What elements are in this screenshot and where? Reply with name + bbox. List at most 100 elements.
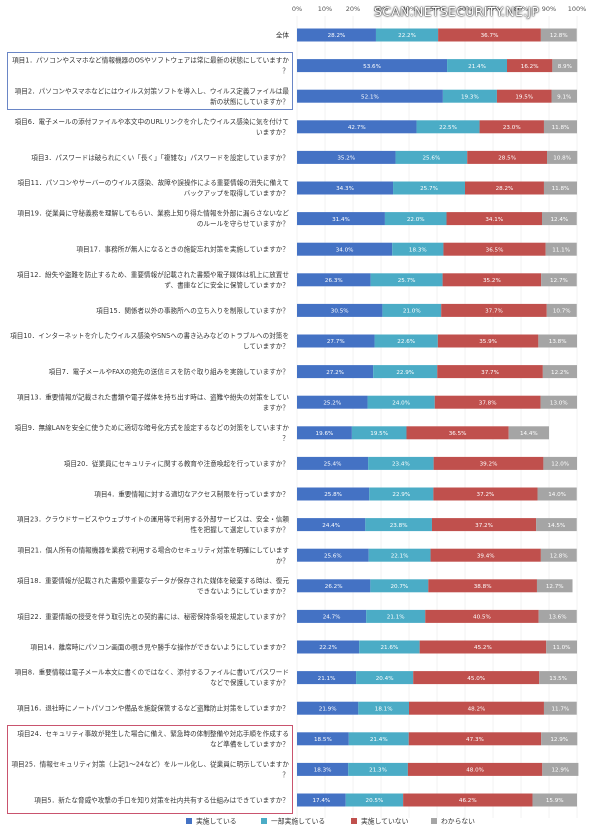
category-label: 項目19．従業員に守秘義務を理解してもらい、業務上知り得た情報を外部に漏らさない…	[17, 209, 289, 218]
data-label: 37.7%	[485, 309, 503, 315]
data-label: 23.0%	[503, 125, 521, 131]
bar-segment	[297, 640, 360, 654]
legend-swatch	[186, 818, 192, 824]
bar-segment	[542, 212, 577, 226]
data-label: 20.7%	[390, 584, 408, 590]
data-label: 26.2%	[325, 584, 343, 590]
category-label: 項目15．関係者以外の事務所への立ち入りを制限していますか？	[96, 306, 289, 315]
x-tick-label: 80%	[514, 5, 528, 13]
bar-segment	[297, 120, 417, 134]
data-label: 19.3%	[461, 94, 479, 100]
bar-segment	[442, 273, 542, 287]
bar-segment	[532, 793, 577, 807]
data-label: 28.2%	[328, 33, 346, 39]
bar-segment	[416, 120, 480, 134]
data-label: 20.4%	[376, 676, 394, 682]
legend-swatch	[431, 818, 437, 824]
bar-segment	[403, 793, 533, 807]
bar-segment	[431, 518, 537, 532]
bar-segment	[443, 242, 546, 256]
category-label: 項目13．重要情報が記載された書類や電子媒体を持ち出す時は、盗難や紛失の対策をし…	[17, 392, 289, 401]
bar-segment	[542, 762, 579, 776]
category-label: 項目9．無線LANを安全に使うために適切な暗号化方式を設定するなどの対策をしてい…	[15, 423, 290, 432]
bar-segment	[433, 456, 544, 470]
data-label: 26.3%	[325, 278, 343, 284]
category-label: 項目25．情報セキュリティ対策（上記1〜24など）をルール化し、従業員に明示して…	[11, 760, 289, 769]
bar-segment	[541, 732, 578, 746]
category-label: 項目20．従業員にセキュリティに関する教育や注意喚起を行っていますか？	[64, 459, 289, 468]
bar-segment	[393, 181, 465, 195]
bar-segment	[297, 212, 385, 226]
bar-segment	[297, 365, 374, 379]
bar-segment	[382, 303, 442, 317]
bar-segment	[540, 28, 577, 42]
data-label: 18.3%	[314, 768, 332, 774]
data-label: 18.5%	[314, 737, 332, 743]
data-label: 34.3%	[336, 186, 354, 192]
bar-segment	[434, 395, 541, 409]
data-label: 45.2%	[474, 645, 492, 651]
data-label: 34.1%	[485, 217, 503, 223]
data-label: 11.8%	[552, 186, 570, 192]
data-label: 13.5%	[549, 676, 567, 682]
bar-segment	[297, 518, 366, 532]
data-label: 27.2%	[326, 370, 344, 376]
data-label: 18.3%	[409, 247, 427, 253]
category-label: 項目7．電子メールやFAXの宛先の送信ミスを防ぐ取り組みを実施していますか？	[49, 367, 289, 376]
data-label: 25.8%	[324, 492, 342, 498]
bar-segment	[297, 671, 357, 685]
data-label: 13.0%	[550, 400, 568, 406]
x-tick-label: 100%	[568, 5, 587, 13]
bar-segment	[536, 579, 573, 593]
data-label: 12.8%	[550, 553, 568, 559]
category-label: などで保護していますか？	[210, 678, 289, 687]
category-label: 項目17．事務所が無人になるときの施錠忘れ対策を実施していますか？	[76, 245, 289, 254]
bar-segment	[465, 181, 544, 195]
data-label: 28.2%	[496, 186, 514, 192]
legend-swatch	[351, 818, 357, 824]
bar-segment	[297, 59, 448, 73]
bar-segment	[543, 181, 577, 195]
category-label: ず、書庫などに安全に保管していますか？	[164, 280, 289, 289]
bar-segment	[373, 365, 438, 379]
data-label: 22.2%	[398, 33, 416, 39]
data-label: 21.3%	[369, 768, 387, 774]
data-label: 12.2%	[551, 370, 569, 376]
bar-segment	[297, 395, 368, 409]
bar-segment	[366, 609, 426, 623]
data-label: 22.6%	[397, 339, 415, 345]
data-label: 46.2%	[459, 798, 477, 804]
data-label: 17.4%	[312, 798, 330, 804]
data-label: 40.5%	[473, 615, 491, 621]
data-label: 12.8%	[550, 33, 568, 39]
bar-segment	[297, 28, 376, 42]
highlight-box-bottom-items	[7, 724, 293, 814]
bar-segment	[543, 120, 577, 134]
bar-segment	[297, 579, 371, 593]
bar-segment	[369, 487, 434, 501]
bar-segment	[368, 456, 434, 470]
data-label: 18.1%	[375, 706, 393, 712]
data-label: 25.7%	[398, 278, 416, 284]
data-label: 10.7%	[553, 309, 571, 315]
bar-segment	[540, 395, 577, 409]
highlight-box-top-items	[7, 51, 293, 111]
legend-swatch	[261, 818, 267, 824]
data-label: 11.0%	[553, 645, 571, 651]
bar-segment	[543, 701, 577, 715]
data-label: 34.0%	[336, 247, 354, 253]
bar-segment	[442, 89, 497, 103]
data-label: 12.0%	[551, 462, 569, 468]
bar-segment	[547, 150, 578, 164]
data-label: 36.7%	[481, 33, 499, 39]
category-label: 項目12．紛失や盗難を防止するため、重要情報が記載された書類や電子媒体は机上に放…	[17, 270, 290, 279]
data-label: 23.8%	[390, 523, 408, 529]
x-tick-label: 50%	[430, 5, 444, 13]
bar-segment	[297, 242, 393, 256]
data-label: 21.1%	[387, 615, 405, 621]
bar-segment	[538, 609, 577, 623]
category-label: か？	[276, 557, 289, 565]
bar-segment	[374, 334, 438, 348]
category-label: していますか？	[243, 343, 289, 351]
